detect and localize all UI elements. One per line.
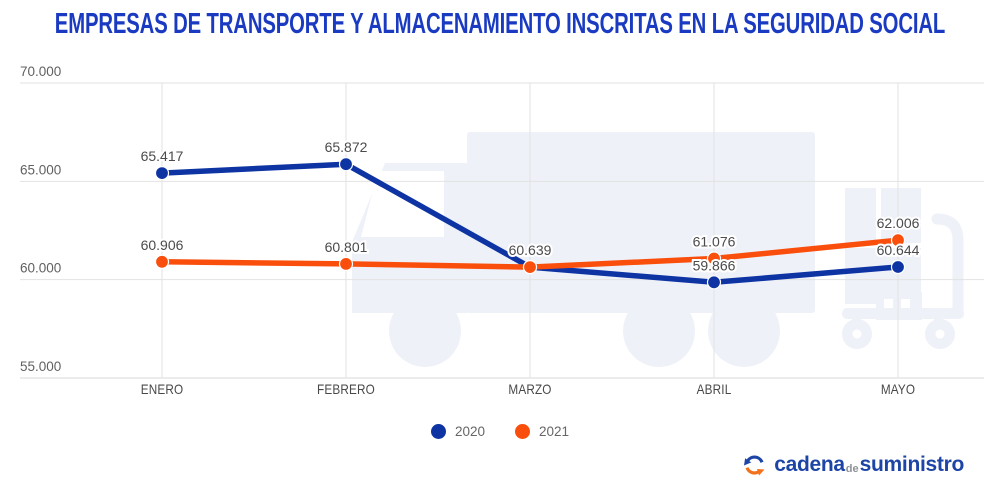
- data-point-label: 59.866: [693, 257, 736, 273]
- logo-word-suministro: suministro: [859, 453, 965, 476]
- data-point-2020: [706, 275, 722, 290]
- x-axis-label: FEBRERO: [317, 382, 375, 397]
- x-axis-label: ABRIL: [697, 382, 732, 397]
- data-point-label: 62.006: [877, 215, 920, 231]
- legend-item-2020: 2020: [430, 424, 485, 439]
- data-point-label: 60.639: [509, 242, 552, 258]
- data-point-2020: [338, 157, 354, 172]
- plot-area: 70.000 65.000 60.000 55.000 ENERO FEBRERO MARZ…: [20, 64, 984, 397]
- data-point-2020: [890, 259, 906, 275]
- data-point-2021: [522, 260, 538, 275]
- logo-word-de: de: [845, 463, 859, 475]
- legend-item-2021: 2021: [515, 424, 569, 439]
- y-tick-label: 60.000: [20, 261, 61, 276]
- data-point-2021: [706, 251, 722, 266]
- data-point-2021: [890, 233, 906, 248]
- legend-label-2020: 2020: [454, 424, 485, 439]
- x-axis-label: ENERO: [141, 382, 184, 397]
- chart-title: EMPRESAS DE TRANSPORTE Y ALMACENAMIENTO …: [54, 8, 946, 40]
- data-point-2020: [154, 166, 170, 181]
- data-point-label: 65.417: [141, 148, 184, 164]
- logo-word-cadena: cadena: [774, 453, 845, 476]
- legend-swatch-2020: [430, 424, 446, 439]
- legend-label-2021: 2021: [539, 424, 570, 439]
- legend-swatch-2021: [515, 424, 530, 439]
- data-point-label: 60.906: [141, 237, 184, 253]
- data-point-label: 60.801: [325, 239, 368, 255]
- data-point-2021: [154, 254, 170, 269]
- data-point-label: 60.644: [877, 242, 920, 258]
- x-axis-label: MARZO: [508, 382, 551, 397]
- x-axis-label: MAYO: [881, 382, 915, 397]
- handtruck-watermark-icon: [842, 188, 964, 349]
- legend: 2020 2021: [0, 424, 1000, 439]
- cycle-arrows-icon: [744, 455, 765, 476]
- brand-logo: cadena de suministro: [742, 452, 964, 478]
- truck-watermark-icon: [352, 132, 815, 367]
- data-point-label: 65.872: [325, 139, 368, 155]
- page-title-wrap: EMPRESAS DE TRANSPORTE Y ALMACENAMIENTO …: [0, 8, 1000, 41]
- data-point-label: 61.076: [693, 234, 736, 250]
- y-tick-label: 55.000: [20, 359, 61, 374]
- y-tick-label: 65.000: [20, 162, 61, 177]
- data-point-2021: [338, 256, 354, 271]
- y-tick-label: 70.000: [20, 64, 61, 79]
